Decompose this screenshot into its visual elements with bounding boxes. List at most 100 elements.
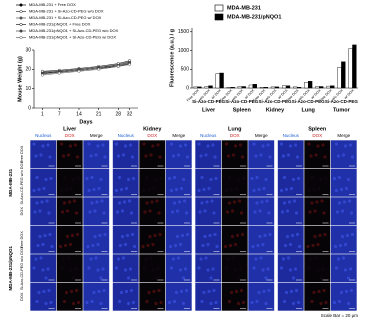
bar (208, 85, 213, 89)
cell (174, 187, 179, 192)
cell (226, 257, 231, 261)
cell (39, 256, 43, 260)
cell (154, 177, 158, 182)
data-point (97, 67, 101, 71)
micrograph (304, 282, 331, 311)
cell (47, 211, 51, 215)
cell (35, 201, 39, 205)
cell (291, 276, 296, 280)
cell (73, 143, 78, 147)
data-point (116, 64, 120, 68)
cell (96, 268, 100, 272)
cell (171, 257, 176, 261)
cell (89, 257, 93, 261)
cell (96, 144, 100, 148)
legend-label: MDA-MB-231/pNQO1 + Free DOX (29, 22, 91, 27)
micrograph (330, 225, 357, 254)
micrograph (139, 282, 166, 311)
cell (291, 177, 296, 182)
cell (229, 290, 234, 295)
cell (339, 187, 344, 192)
cell (74, 288, 79, 293)
cell (178, 268, 183, 272)
cell (144, 257, 148, 261)
cell (59, 142, 64, 146)
cell (202, 290, 206, 295)
micrograph (139, 225, 166, 254)
cell (35, 175, 39, 180)
cell (70, 233, 75, 238)
cell (234, 186, 239, 191)
cell (349, 288, 354, 293)
micrograph (277, 282, 304, 311)
cell (92, 187, 96, 192)
cell (93, 234, 97, 239)
cell (212, 288, 216, 293)
bar (341, 61, 346, 89)
micrograph (304, 168, 331, 197)
cell (224, 142, 229, 146)
cell (87, 188, 91, 193)
cell (240, 232, 245, 237)
cell (103, 232, 107, 237)
cell (321, 143, 325, 147)
cell (297, 244, 302, 249)
micrograph (83, 168, 110, 197)
cell (211, 267, 215, 271)
micrograph (30, 282, 57, 311)
cell (97, 289, 101, 294)
cell (207, 186, 211, 191)
cell (323, 155, 327, 159)
bar (304, 82, 309, 89)
row-label: DOX (20, 292, 24, 301)
y-tick-label: 10 (25, 86, 31, 92)
cell (318, 233, 322, 238)
cell (100, 199, 104, 203)
legend-label: MDA-MB-231 + Si-Azo-CD-PEG w/ DOX (29, 15, 102, 20)
cell (241, 176, 246, 181)
cell (336, 154, 341, 158)
bar (319, 86, 324, 89)
cell (69, 289, 74, 294)
legend-swatch (214, 13, 224, 21)
cell (319, 177, 323, 182)
micrograph (221, 282, 248, 311)
group-sublabel: Si-Azo-CD-PEG (225, 99, 258, 104)
y-tick-label: 1500 (178, 29, 189, 35)
cell (142, 142, 146, 146)
cell (62, 299, 67, 304)
cell (261, 242, 265, 247)
micrograph (195, 282, 222, 311)
cell (71, 276, 76, 280)
cell (87, 266, 91, 270)
cell (38, 209, 42, 213)
x-tick-label: 14 (76, 111, 82, 117)
cell (167, 176, 172, 181)
cell (264, 177, 268, 182)
cell (32, 142, 36, 146)
cell (315, 200, 319, 204)
bar (281, 85, 287, 89)
cell (129, 211, 134, 215)
cell (337, 175, 342, 180)
cell (235, 233, 240, 238)
cell (142, 188, 146, 193)
cell (349, 211, 354, 215)
legend-label: MDA-MB-231 (227, 5, 261, 11)
cell (313, 209, 317, 213)
micrograph (248, 225, 275, 254)
cell (282, 175, 287, 180)
cell (147, 290, 151, 295)
bar (337, 67, 342, 89)
cell (182, 199, 187, 203)
cell (337, 299, 342, 304)
cell (157, 211, 161, 215)
cell (151, 144, 155, 148)
x-tick-label: 1 (41, 111, 44, 117)
cell (60, 210, 65, 214)
data-point (40, 73, 44, 77)
cell (289, 186, 294, 191)
cell (154, 276, 158, 280)
cell (266, 267, 270, 271)
cell (119, 290, 124, 295)
